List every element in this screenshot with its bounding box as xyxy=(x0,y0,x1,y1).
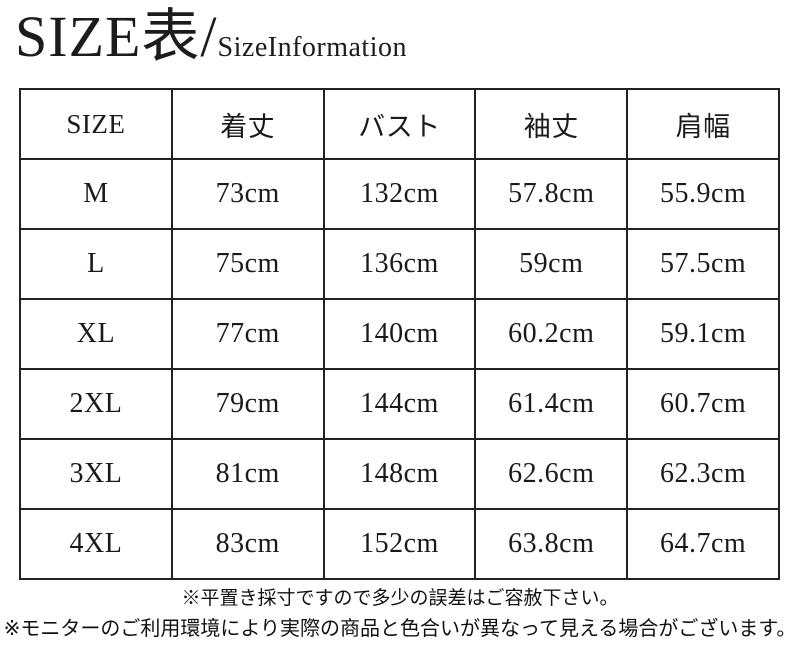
size-label-cell: L xyxy=(19,228,173,300)
page-title-sub: SizeInformation xyxy=(217,32,407,63)
size-label-cell: 3XL xyxy=(19,438,173,510)
size-label-cell: 4XL xyxy=(19,508,173,580)
size-label-cell: M xyxy=(19,158,173,230)
measurement-cell: 79cm xyxy=(170,368,325,440)
measurement-cell: 59cm xyxy=(474,228,629,300)
note-measurement-tolerance: ※平置き採寸ですので多少の誤差はご容赦下さい。 xyxy=(181,588,619,609)
measurement-cell: 83cm xyxy=(170,508,325,580)
measurement-cell: 136cm xyxy=(322,228,477,300)
table-header-row: SIZE 着丈 バスト 袖丈 肩幅 xyxy=(19,88,780,160)
measurement-cell: 64.7cm xyxy=(626,508,780,580)
measurement-cell: 73cm xyxy=(170,158,325,230)
measurement-cell: 77cm xyxy=(170,298,325,370)
page-title: SIZE表/ SizeInformation xyxy=(15,4,407,71)
size-label-cell: 2XL xyxy=(19,368,173,440)
measurement-cell: 60.2cm xyxy=(474,298,629,370)
table-header-cell-sleeve: 袖丈 xyxy=(474,88,629,160)
measurement-cell: 59.1cm xyxy=(626,298,780,370)
measurement-cell: 132cm xyxy=(322,158,477,230)
table-header-cell-size: SIZE xyxy=(19,88,173,160)
table-header-cell-shoulder: 肩幅 xyxy=(626,88,780,160)
page-title-main: SIZE表/ xyxy=(15,4,218,69)
table-row: 4XL 83cm 152cm 63.8cm 64.7cm xyxy=(19,508,780,580)
measurement-cell: 75cm xyxy=(170,228,325,300)
table-row: 2XL 79cm 144cm 61.4cm 60.7cm xyxy=(19,368,780,440)
table-header-cell-length: 着丈 xyxy=(170,88,325,160)
measurement-cell: 57.5cm xyxy=(626,228,780,300)
measurement-cell: 57.8cm xyxy=(474,158,629,230)
table-header-cell-bust: バスト xyxy=(322,88,477,160)
measurement-cell: 62.3cm xyxy=(626,438,780,510)
measurement-cell: 152cm xyxy=(322,508,477,580)
table-row: M 73cm 132cm 57.8cm 55.9cm xyxy=(19,158,780,230)
table-row: XL 77cm 140cm 60.2cm 59.1cm xyxy=(19,298,780,370)
measurement-cell: 140cm xyxy=(322,298,477,370)
measurement-cell: 81cm xyxy=(170,438,325,510)
measurement-cell: 63.8cm xyxy=(474,508,629,580)
measurement-cell: 148cm xyxy=(322,438,477,510)
measurement-cell: 144cm xyxy=(322,368,477,440)
measurement-cell: 61.4cm xyxy=(474,368,629,440)
measurement-cell: 60.7cm xyxy=(626,368,780,440)
size-label-cell: XL xyxy=(19,298,173,370)
table-row: 3XL 81cm 148cm 62.6cm 62.3cm xyxy=(19,438,780,510)
measurement-cell: 62.6cm xyxy=(474,438,629,510)
table-row: L 75cm 136cm 59cm 57.5cm xyxy=(19,228,780,300)
size-table: SIZE 着丈 バスト 袖丈 肩幅 M 73cm 132cm 57.8cm 55… xyxy=(19,88,780,580)
measurement-cell: 55.9cm xyxy=(626,158,780,230)
note-color-difference: ※モニターのご利用環境により実際の商品と色合いが異なって見える場合がございます。 xyxy=(3,618,797,640)
